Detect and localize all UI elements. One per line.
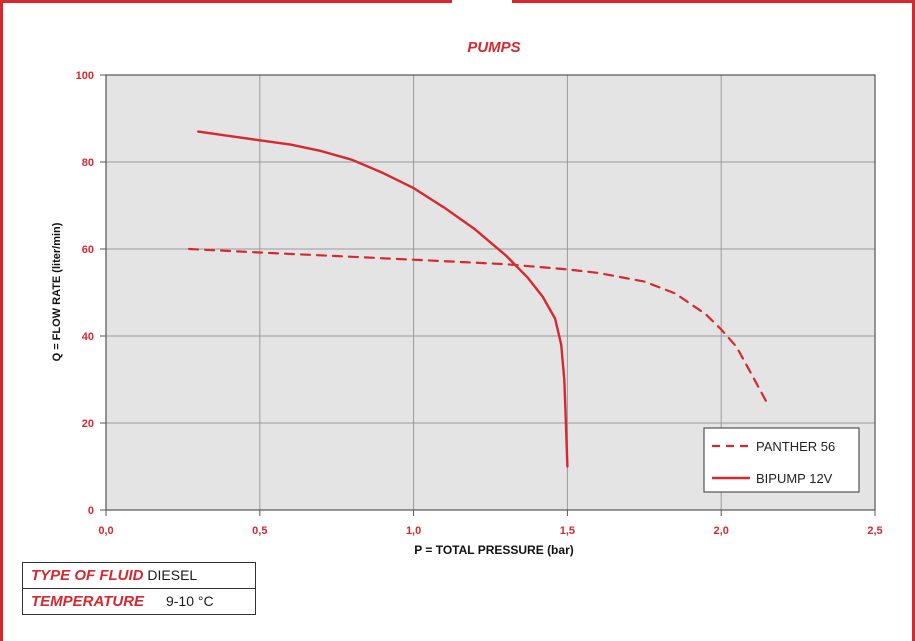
y-tick-label: 20 [82, 418, 94, 430]
y-tick-label: 80 [82, 157, 94, 169]
y-tick-label: 60 [82, 244, 94, 256]
temperature-cell: TEMPERATURE 9-10 °C [22, 588, 256, 615]
y-axis-label: Q = FLOW RATE (liter/min) [51, 222, 63, 361]
y-tick-label: 0 [88, 505, 94, 517]
series-group [188, 130, 769, 468]
frame-notch [452, 0, 512, 4]
legend-label-panther: PANTHER 56 [756, 439, 835, 454]
x-tick-label: 0,0 [98, 525, 113, 537]
y-axis-ticks: 0 20 40 60 80 100 [76, 70, 106, 517]
series-line-bipump-12v [197, 130, 569, 468]
x-tick-label: 1,0 [406, 525, 421, 537]
grid-lines [105, 74, 876, 511]
series-line-panther-56 [188, 247, 769, 405]
fluid-value: DIESEL [147, 567, 198, 583]
plot-border [105, 74, 876, 511]
y-tick-label: 100 [76, 70, 94, 82]
legend-box [703, 427, 860, 493]
temperature-value: 9-10 °C [165, 593, 214, 609]
x-tick-label: 2,0 [714, 525, 729, 537]
y-tick-label: 40 [82, 331, 94, 343]
fluid-cell: TYPE OF FLUID DIESEL [22, 562, 256, 589]
chart-legend: PANTHER 56 BIPUMP 12V [703, 427, 860, 493]
x-tick-label: 0,5 [252, 525, 267, 537]
pump-performance-chart: PUMPS 0,0 0,5 1,0 1,5 2,0 2,5 0 20 40 60 80 100 P … [51, 39, 883, 557]
fluid-row: TYPE OF FLUID DIESEL [22, 562, 256, 589]
x-tick-label: 1,5 [560, 525, 575, 537]
x-axis-ticks: 0,0 0,5 1,0 1,5 2,0 2,5 [98, 510, 883, 537]
x-tick-label: 2,5 [867, 525, 882, 537]
temperature-label: TEMPERATURE [31, 593, 145, 610]
legend-label-bipump: BIPUMP 12V [756, 471, 833, 486]
chart-title: PUMPS [467, 39, 520, 56]
fluid-info-table: TYPE OF FLUID DIESEL TEMPERATURE 9-10 °C [22, 562, 256, 615]
x-axis-label: P = TOTAL PRESSURE (bar) [414, 543, 573, 557]
fluid-label: TYPE OF FLUID [31, 567, 144, 584]
temperature-row: TEMPERATURE 9-10 °C [22, 588, 256, 615]
